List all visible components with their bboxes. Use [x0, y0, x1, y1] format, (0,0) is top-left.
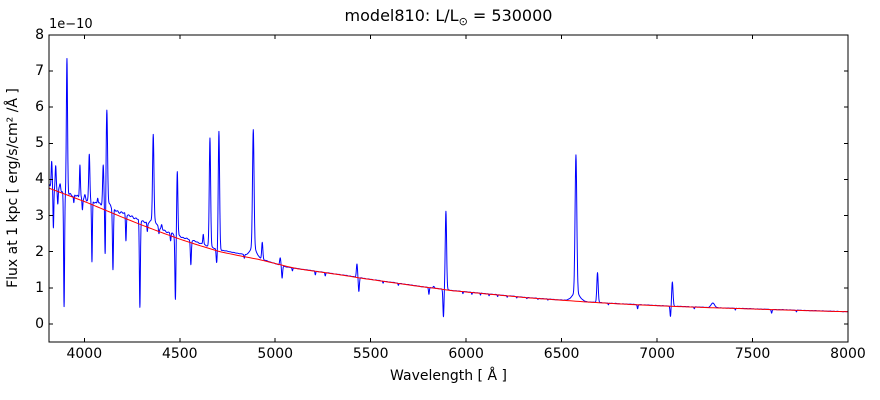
x-tick-label: 6500	[543, 346, 580, 362]
y-scale-offset-label: 1e−10	[49, 17, 93, 32]
title-value: = 530000	[467, 6, 553, 25]
x-tick-label: 5000	[257, 346, 294, 362]
spectrum-line	[49, 57, 848, 318]
y-tick-label: 6	[35, 99, 44, 116]
y-tick-label: 3	[35, 207, 44, 224]
title-sun-subscript: ⊙	[458, 15, 468, 28]
x-tick-label: 8000	[830, 346, 866, 362]
x-tick-label: 6000	[448, 346, 484, 362]
y-tick-label: 1	[35, 279, 44, 296]
x-tick-label: 7000	[639, 346, 675, 362]
plot-frame	[48, 34, 849, 343]
x-tick-label: 4000	[66, 346, 103, 362]
axis-ticks	[49, 34, 849, 342]
x-tick-label: 7500	[734, 346, 771, 362]
title-text: model810: L/L	[344, 6, 459, 25]
y-tick-label: 4	[35, 171, 44, 188]
y-tick-label: 8	[35, 27, 44, 43]
x-tick-label: 4500	[161, 346, 198, 362]
y-tick-label: 0	[35, 315, 44, 332]
x-axis-label: Wavelength [ Å ]	[390, 368, 507, 384]
chart-title: model810: L/L⊙ = 530000	[49, 6, 848, 32]
x-tick-label: 5500	[352, 346, 389, 362]
y-tick-label: 7	[35, 63, 44, 80]
y-tick-label: 2	[35, 243, 44, 260]
continuum-fit-line	[49, 187, 848, 313]
y-tick-label: 5	[35, 135, 44, 152]
